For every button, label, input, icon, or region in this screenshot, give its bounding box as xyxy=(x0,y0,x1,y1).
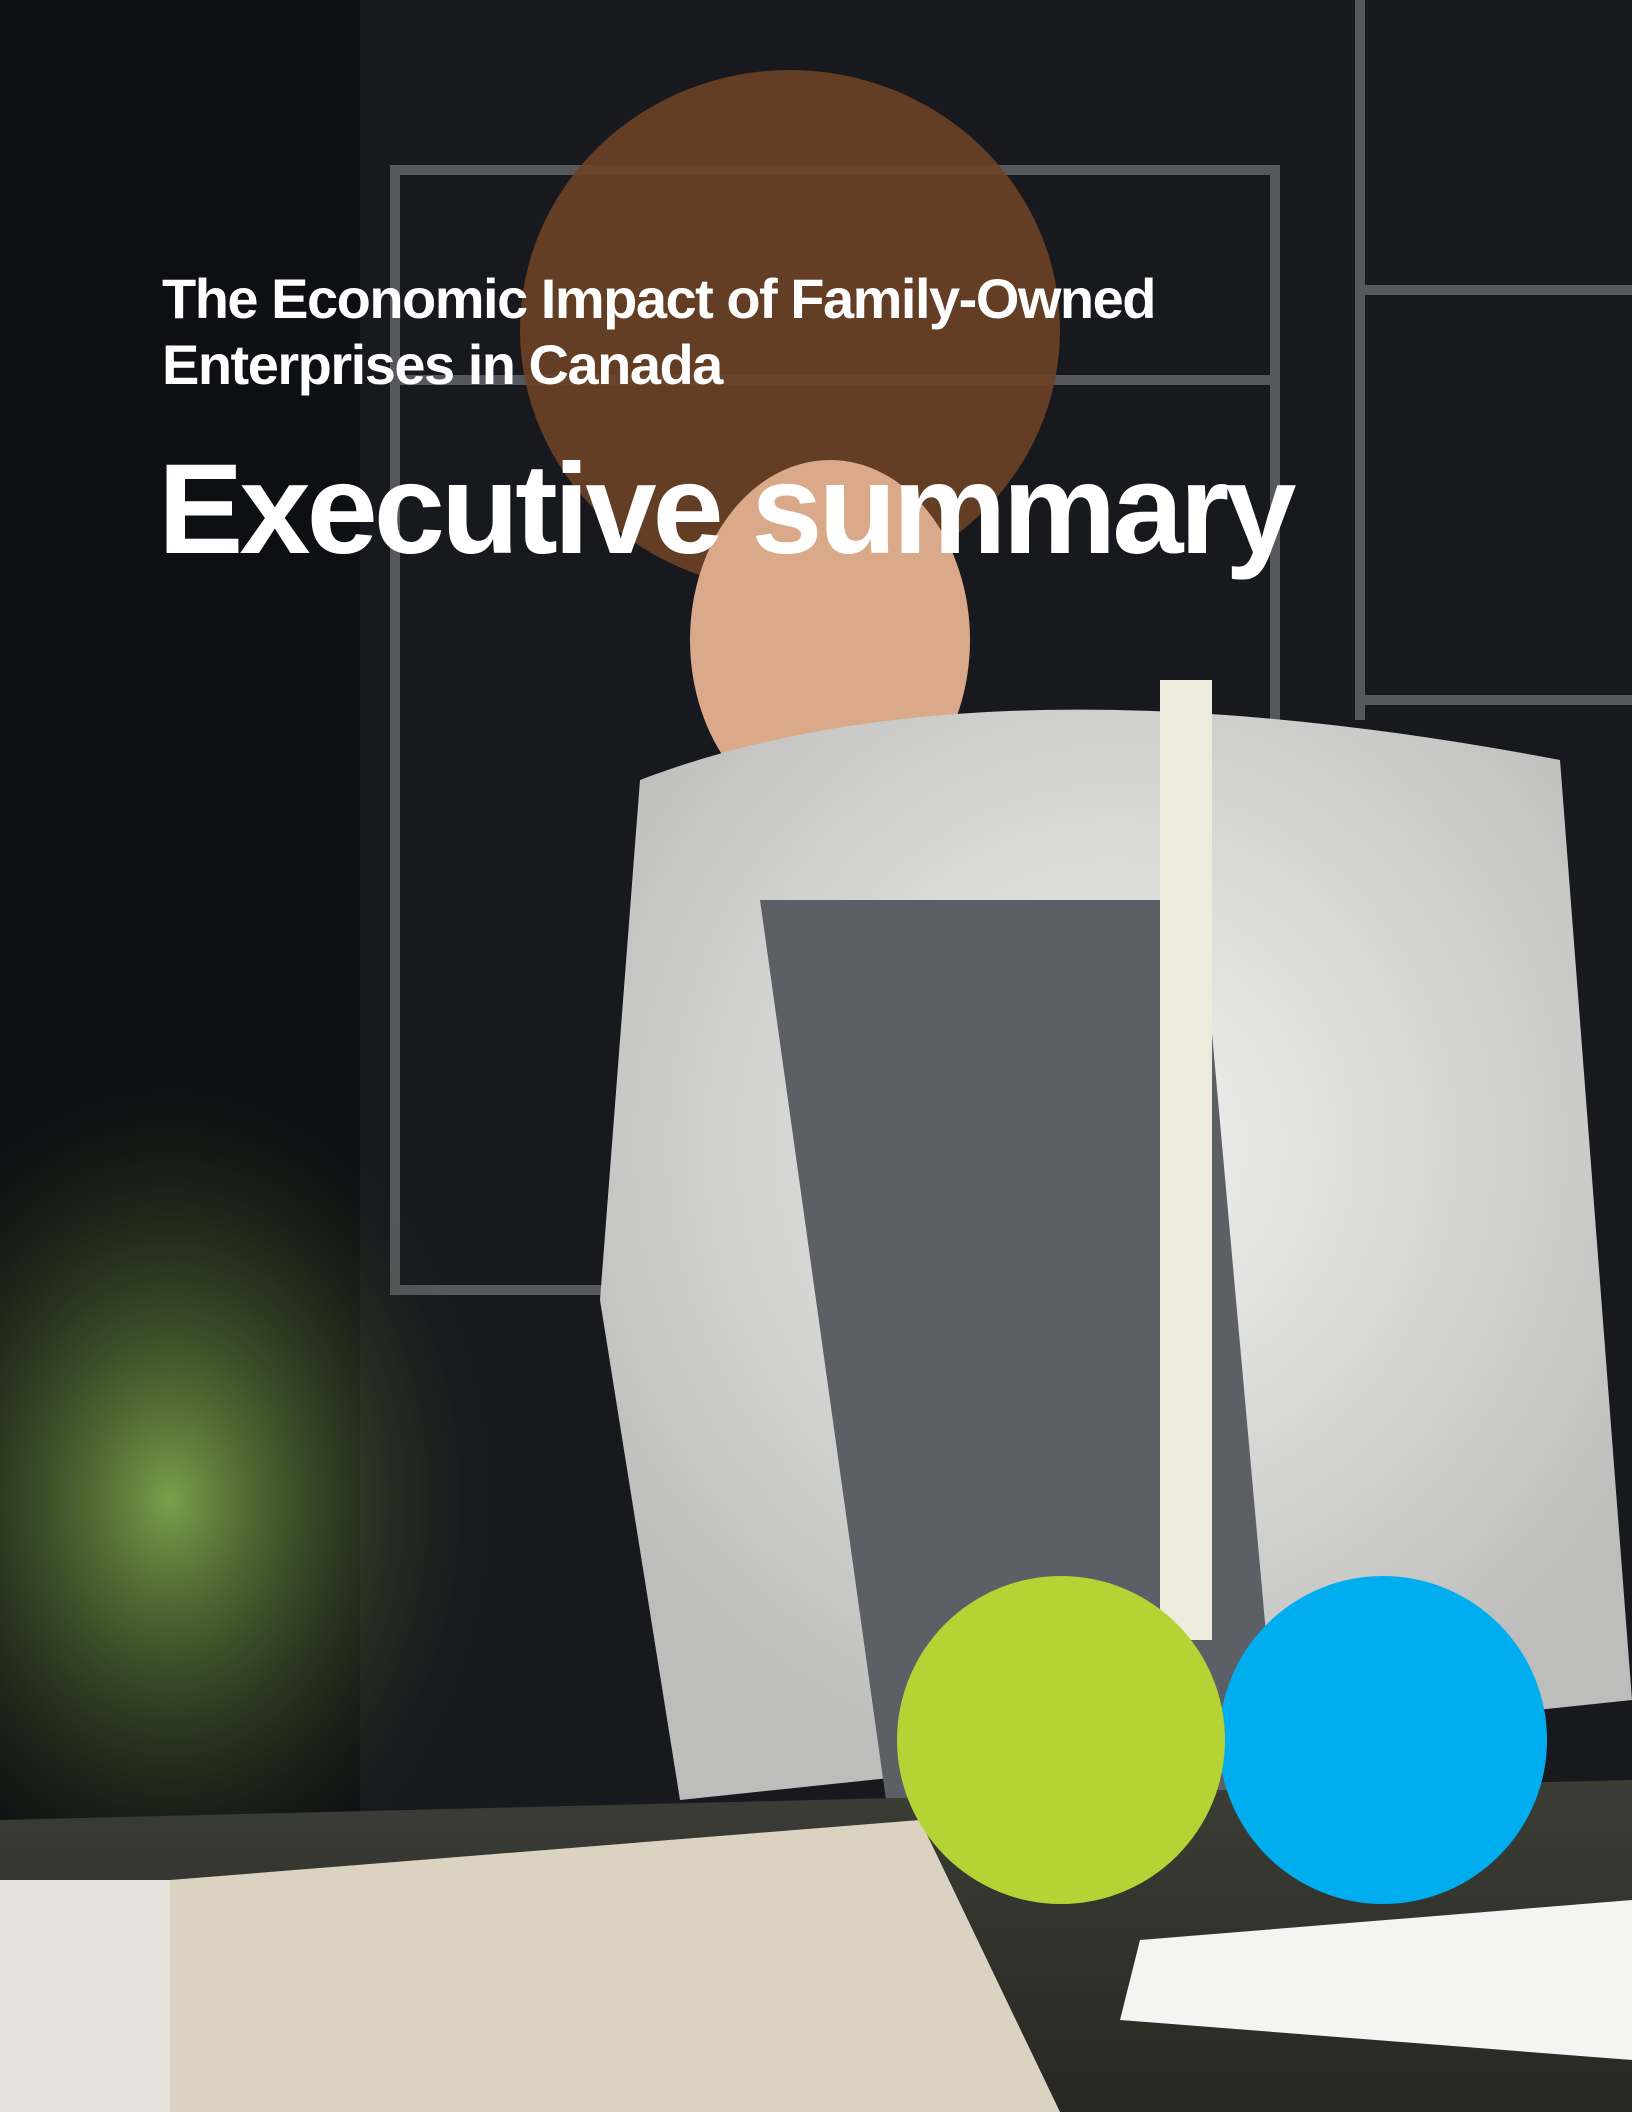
title-line: Enterprises in Canada xyxy=(162,332,1155,398)
cover-page: The Economic Impact of Family-Owned Ente… xyxy=(0,0,1632,2112)
blue-circle xyxy=(1219,1576,1547,1904)
green-circle xyxy=(897,1576,1225,1904)
section-heading: Executive summary xyxy=(158,440,1292,580)
report-title: The Economic Impact of Family-Owned Ente… xyxy=(162,266,1155,398)
title-line: The Economic Impact of Family-Owned xyxy=(162,266,1155,332)
